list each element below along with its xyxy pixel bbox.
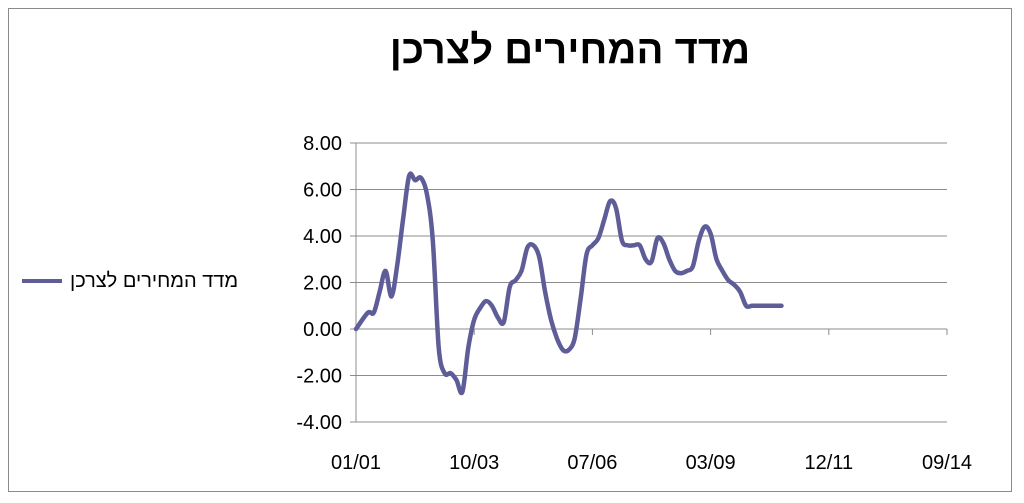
x-tick-labels: 01/01 10/03 07/06 03/09 12/11 09/14 xyxy=(331,452,972,474)
series-line-0 xyxy=(353,171,784,396)
y-tick-label-0: 8.00 xyxy=(303,133,342,155)
grid-lines xyxy=(356,142,947,423)
chart-frame xyxy=(8,8,1012,492)
y-tick-labels: 8.00 6.00 4.00 2.00 0.00 -2.00 -4.00 xyxy=(296,133,342,434)
chart-title: מדד המחירים לצרכן xyxy=(389,28,751,72)
x-tick-label-1: 10/03 xyxy=(449,452,499,474)
legend-swatch xyxy=(22,279,62,283)
x-tick-label-3: 03/09 xyxy=(686,452,736,474)
legend: מדד המחירים לצרכן xyxy=(22,268,238,294)
x-tick-label-0: 01/01 xyxy=(331,452,381,474)
x-tick-label-2: 07/06 xyxy=(567,452,617,474)
y-tick-label-2: 4.00 xyxy=(303,226,342,248)
y-tick-label-5: -2.00 xyxy=(296,366,342,388)
series-lines xyxy=(353,171,784,396)
y-tick-label-4: 0.00 xyxy=(303,319,342,341)
y-tick-label-3: 2.00 xyxy=(303,273,342,295)
y-tick-label-6: -4.00 xyxy=(296,412,342,434)
legend-label: מדד המחירים לצרכן xyxy=(70,269,239,292)
x-tick-label-5: 09/14 xyxy=(922,452,972,474)
x-tick-label-4: 12/11 xyxy=(805,452,854,474)
y-tick-label-1: 6.00 xyxy=(303,180,342,202)
axes xyxy=(350,142,948,423)
